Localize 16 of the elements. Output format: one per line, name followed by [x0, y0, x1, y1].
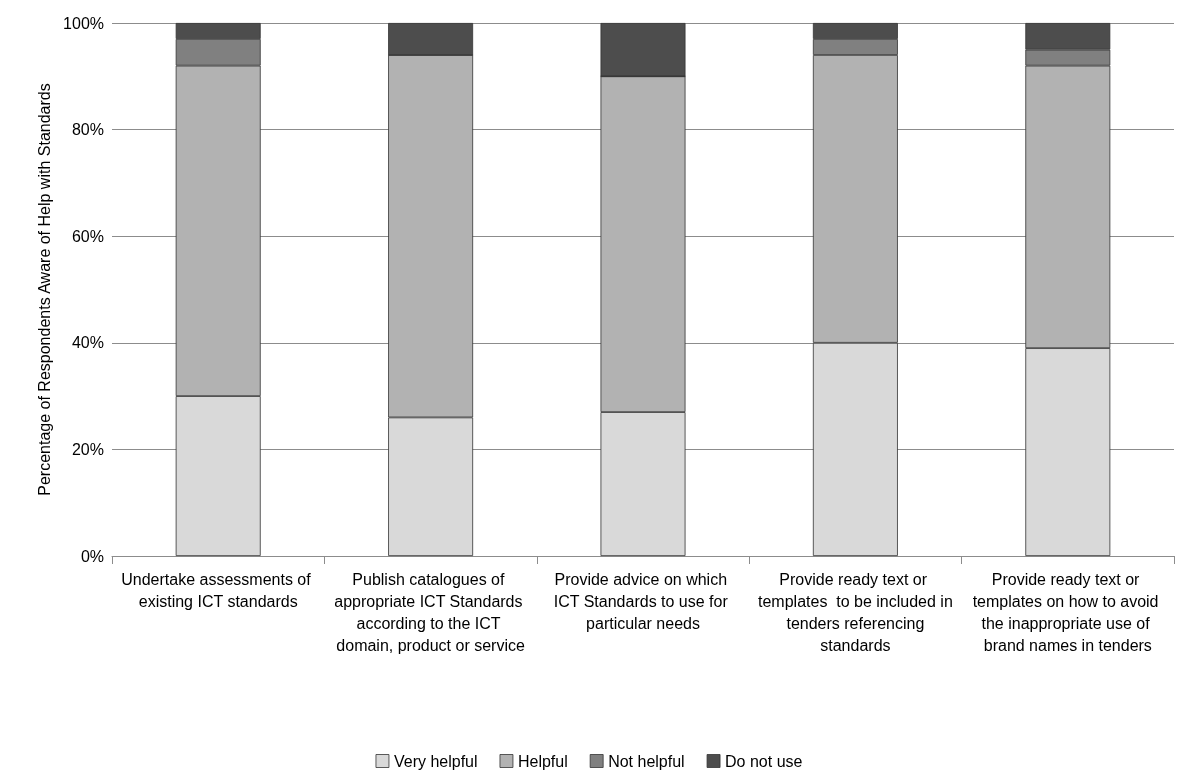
- y-tick-label: 60%: [71, 227, 104, 245]
- x-tick-label: Provide ready text or templates to be included in tenders referencing standards: [758, 570, 953, 654]
- legend-label: Do not use: [725, 752, 803, 770]
- legend-label: Helpful: [517, 752, 568, 770]
- x-tick-label: Undertake assessments of existing ICT standards: [121, 570, 316, 610]
- x-tick-label: Provide ready text or templates on how to avoid the inappropriate use of brand names in tenders: [972, 570, 1163, 654]
- x-tick-label: Publish catalogues of appropriate ICT Standards according to the ICT domain, product or service: [334, 570, 527, 654]
- y-tick-label: 80%: [71, 121, 104, 139]
- y-tick-label: 0%: [80, 547, 104, 565]
- y-tick-label: 100%: [63, 14, 104, 32]
- x-tick-label: Provide advice on which ICT Standards to use for particular needs: [553, 570, 733, 632]
- legend-label: Very helpful: [393, 752, 478, 770]
- y-tick-label: 40%: [71, 334, 104, 352]
- y-tick-label: 20%: [71, 440, 104, 458]
- legend-label: Not helpful: [608, 752, 685, 770]
- y-axis-title: Percentage of Respondents Aware of Help with Standards: [35, 83, 53, 496]
